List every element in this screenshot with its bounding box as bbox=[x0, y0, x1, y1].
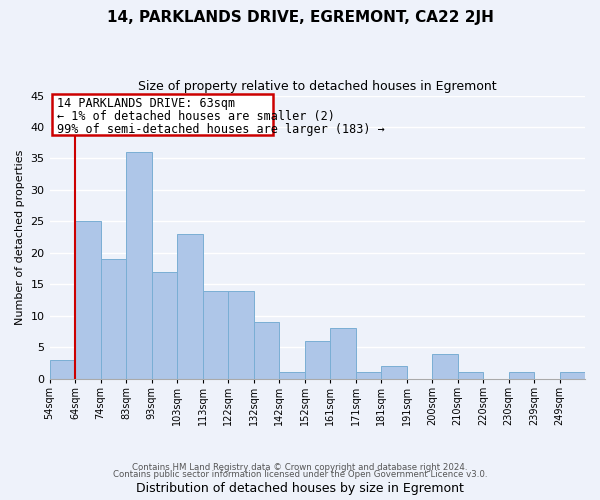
Text: 99% of semi-detached houses are larger (183) →: 99% of semi-detached houses are larger (… bbox=[56, 123, 385, 136]
Bar bbox=[356, 372, 381, 378]
Bar bbox=[126, 152, 152, 378]
Bar bbox=[228, 290, 254, 378]
Bar bbox=[381, 366, 407, 378]
Bar bbox=[203, 290, 228, 378]
Text: 14 PARKLANDS DRIVE: 63sqm: 14 PARKLANDS DRIVE: 63sqm bbox=[56, 97, 235, 110]
FancyBboxPatch shape bbox=[52, 94, 274, 134]
Text: Contains HM Land Registry data © Crown copyright and database right 2024.: Contains HM Land Registry data © Crown c… bbox=[132, 462, 468, 471]
Bar bbox=[432, 354, 458, 378]
Text: ← 1% of detached houses are smaller (2): ← 1% of detached houses are smaller (2) bbox=[56, 110, 335, 123]
Bar bbox=[75, 222, 101, 378]
Bar bbox=[279, 372, 305, 378]
Bar bbox=[560, 372, 585, 378]
Y-axis label: Number of detached properties: Number of detached properties bbox=[15, 150, 25, 325]
Bar bbox=[50, 360, 75, 378]
Text: 14, PARKLANDS DRIVE, EGREMONT, CA22 2JH: 14, PARKLANDS DRIVE, EGREMONT, CA22 2JH bbox=[107, 10, 493, 25]
Text: Contains public sector information licensed under the Open Government Licence v3: Contains public sector information licen… bbox=[113, 470, 487, 479]
Bar bbox=[509, 372, 534, 378]
Bar bbox=[101, 259, 126, 378]
Bar bbox=[458, 372, 483, 378]
Title: Size of property relative to detached houses in Egremont: Size of property relative to detached ho… bbox=[138, 80, 497, 93]
Bar bbox=[152, 272, 177, 378]
Text: Distribution of detached houses by size in Egremont: Distribution of detached houses by size … bbox=[136, 482, 464, 495]
Bar bbox=[305, 341, 330, 378]
Bar bbox=[254, 322, 279, 378]
Bar bbox=[177, 234, 203, 378]
Bar bbox=[330, 328, 356, 378]
